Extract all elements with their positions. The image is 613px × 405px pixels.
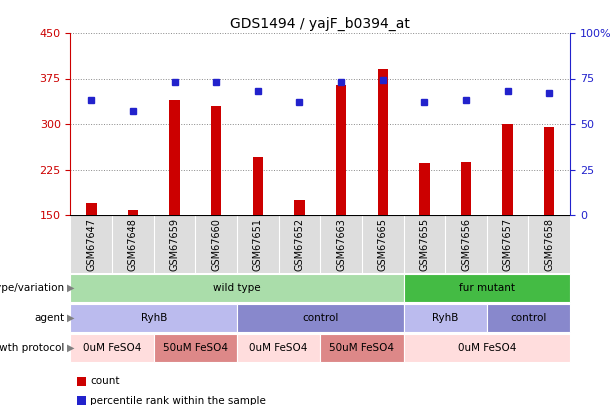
Text: GSM67651: GSM67651 [253, 218, 263, 271]
Text: GSM67663: GSM67663 [336, 218, 346, 271]
Text: RyhB: RyhB [432, 313, 459, 323]
Text: ▶: ▶ [67, 343, 75, 353]
Bar [403, 274, 570, 303]
Text: ▶: ▶ [67, 283, 75, 293]
Text: GSM67660: GSM67660 [211, 218, 221, 271]
Text: control: control [302, 313, 338, 323]
Bar [378, 69, 388, 215]
Text: fur mutant: fur mutant [459, 283, 515, 293]
Bar [70, 274, 403, 303]
Text: ▶: ▶ [67, 313, 75, 323]
Bar [294, 200, 305, 215]
Bar [403, 334, 570, 362]
Bar [70, 304, 237, 333]
Bar [336, 85, 346, 215]
Bar [461, 162, 471, 215]
Text: wild type: wild type [213, 283, 261, 293]
Bar [544, 127, 555, 215]
Text: GSM67647: GSM67647 [86, 218, 96, 271]
Text: 50uM FeSO4: 50uM FeSO4 [329, 343, 394, 353]
Text: agent: agent [34, 313, 64, 323]
Text: GSM67659: GSM67659 [170, 218, 180, 271]
Text: 50uM FeSO4: 50uM FeSO4 [163, 343, 228, 353]
Text: genotype/variation: genotype/variation [0, 283, 64, 293]
Bar [154, 334, 237, 362]
Text: GSM67657: GSM67657 [503, 218, 512, 271]
Text: GSM67648: GSM67648 [128, 218, 138, 271]
Text: GSM67655: GSM67655 [419, 218, 429, 271]
Bar [169, 100, 180, 215]
Text: percentile rank within the sample: percentile rank within the sample [90, 396, 266, 405]
Bar [237, 334, 320, 362]
Text: RyhB: RyhB [140, 313, 167, 323]
Bar [237, 304, 403, 333]
Text: count: count [90, 376, 120, 386]
Bar [503, 124, 513, 215]
Bar [211, 106, 221, 215]
Bar [128, 210, 138, 215]
Bar [419, 164, 430, 215]
Text: GSM67652: GSM67652 [294, 218, 305, 271]
Text: 0uM FeSO4: 0uM FeSO4 [458, 343, 516, 353]
Text: GSM67665: GSM67665 [378, 218, 388, 271]
Bar [487, 304, 570, 333]
Text: growth protocol: growth protocol [0, 343, 64, 353]
Text: GSM67658: GSM67658 [544, 218, 554, 271]
Title: GDS1494 / yajF_b0394_at: GDS1494 / yajF_b0394_at [230, 17, 410, 31]
Text: control: control [510, 313, 547, 323]
Text: GSM67656: GSM67656 [461, 218, 471, 271]
Bar [403, 304, 487, 333]
Bar [320, 334, 403, 362]
Bar [70, 334, 154, 362]
Text: 0uM FeSO4: 0uM FeSO4 [249, 343, 308, 353]
Bar [253, 158, 263, 215]
Bar [86, 203, 96, 215]
Text: 0uM FeSO4: 0uM FeSO4 [83, 343, 142, 353]
